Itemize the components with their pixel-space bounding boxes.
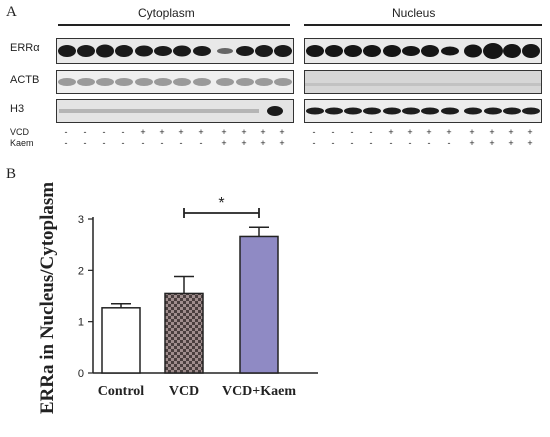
treatment-mark: - [331, 127, 335, 137]
row-label-actb: ACTB [10, 74, 40, 86]
treatment-mark: - [389, 138, 393, 148]
treatment-mark: + [469, 127, 475, 137]
significance-star: * [218, 195, 224, 212]
treatment-label-vcd: VCD [10, 127, 30, 137]
y-axis-title: ERRa in Nucleus/Cytoplasm [37, 182, 58, 414]
treatment-mark: - [141, 138, 145, 148]
treatment-mark: - [121, 138, 125, 148]
x-tick-label: Control [98, 384, 145, 399]
treatment-mark: + [178, 127, 184, 137]
treatment-mark: - [121, 127, 125, 137]
cytoplasm-header-line [58, 24, 290, 26]
y-tick-label: 3 [78, 214, 84, 226]
treatment-mark: + [241, 138, 247, 148]
treatment-mark: - [350, 127, 354, 137]
bar [101, 307, 141, 374]
blot-nucleus-actb [304, 70, 542, 94]
treatment-mark: - [83, 138, 87, 148]
treatment-mark: - [102, 127, 106, 137]
treatment-mark: + [388, 127, 394, 137]
treatment-mark: + [198, 127, 204, 137]
blot-nucleus-h3-bands [306, 107, 540, 115]
treatment-mark: + [426, 127, 432, 137]
treatment-mark: - [102, 138, 106, 148]
row-label-erra: ERRα [10, 42, 40, 54]
y-tick-label: 2 [78, 265, 84, 277]
bar [164, 292, 204, 374]
treatment-mark: + [469, 138, 475, 148]
blot-cytoplasm-h3-bands [59, 106, 283, 116]
bar [239, 235, 279, 374]
blot-cytoplasm-erra [56, 38, 294, 64]
blot-nucleus-erra-bands [306, 43, 540, 59]
treatment-mark: + [159, 127, 165, 137]
treatment-mark: - [331, 138, 335, 148]
x-tick-label: VCD+Kaem [222, 384, 296, 399]
treatment-mark: - [350, 138, 354, 148]
treatment-mark: + [489, 138, 495, 148]
treatment-mark: - [369, 138, 373, 148]
treatment-mark: - [447, 138, 451, 148]
blot-nucleus-h3 [304, 99, 542, 123]
treatment-mark: - [160, 138, 164, 148]
panel-b-label: B [6, 166, 16, 182]
treatment-mark: + [221, 127, 227, 137]
treatment-mark: + [446, 127, 452, 137]
treatment-mark: + [527, 138, 533, 148]
treatment-mark: - [199, 138, 203, 148]
treatment-mark: - [179, 138, 183, 148]
treatment-mark: - [312, 127, 316, 137]
treatment-mark: - [369, 127, 373, 137]
y-tick-label: 1 [78, 317, 84, 329]
treatment-mark: + [279, 127, 285, 137]
treatment-mark: + [260, 127, 266, 137]
panel-a: A Cytoplasm Nucleus ERRα ACTB H3 [0, 0, 550, 160]
blot-cytoplasm-actb [56, 70, 294, 94]
treatment-mark: - [64, 127, 68, 137]
treatment-mark: - [427, 138, 431, 148]
treatment-mark: - [408, 138, 412, 148]
treatment-mark: + [221, 138, 227, 148]
treatment-mark: + [140, 127, 146, 137]
treatment-mark: + [279, 138, 285, 148]
treatment-mark: + [489, 127, 495, 137]
treatment-mark: + [260, 138, 266, 148]
nucleus-header: Nucleus [392, 6, 436, 20]
nucleus-header-line [304, 24, 542, 26]
treatment-mark: + [508, 127, 514, 137]
panel-a-label: A [6, 4, 17, 20]
cytoplasm-header: Cytoplasm [138, 6, 195, 20]
blot-cytoplasm-erra-bands [58, 44, 292, 58]
row-label-h3: H3 [10, 103, 25, 115]
x-tick-label: VCD [169, 384, 199, 399]
treatment-mark: + [241, 127, 247, 137]
treatment-mark: + [407, 127, 413, 137]
blot-cytoplasm-h3 [56, 99, 294, 123]
treatment-mark: + [508, 138, 514, 148]
treatment-mark: - [64, 138, 68, 148]
blot-nucleus-actb-bands [305, 83, 541, 86]
bar-chart: B ERRa in Nucleus/Cytoplasm 0 1 2 3 Control V… [6, 166, 318, 414]
treatment-mark: + [527, 127, 533, 137]
treatment-mark: - [83, 127, 87, 137]
blot-cytoplasm-actb-bands [58, 78, 292, 86]
panel-b: B ERRa in Nucleus/Cytoplasm 0 1 2 3 Control V… [0, 160, 550, 432]
blot-nucleus-erra [304, 38, 542, 64]
treatment-label-kaem: Kaem [10, 138, 34, 148]
treatment-mark: - [312, 138, 316, 148]
plot-area: 0 1 2 3 Control VCD VCD+Kaem * [78, 195, 318, 399]
y-tick-label: 0 [78, 368, 84, 380]
